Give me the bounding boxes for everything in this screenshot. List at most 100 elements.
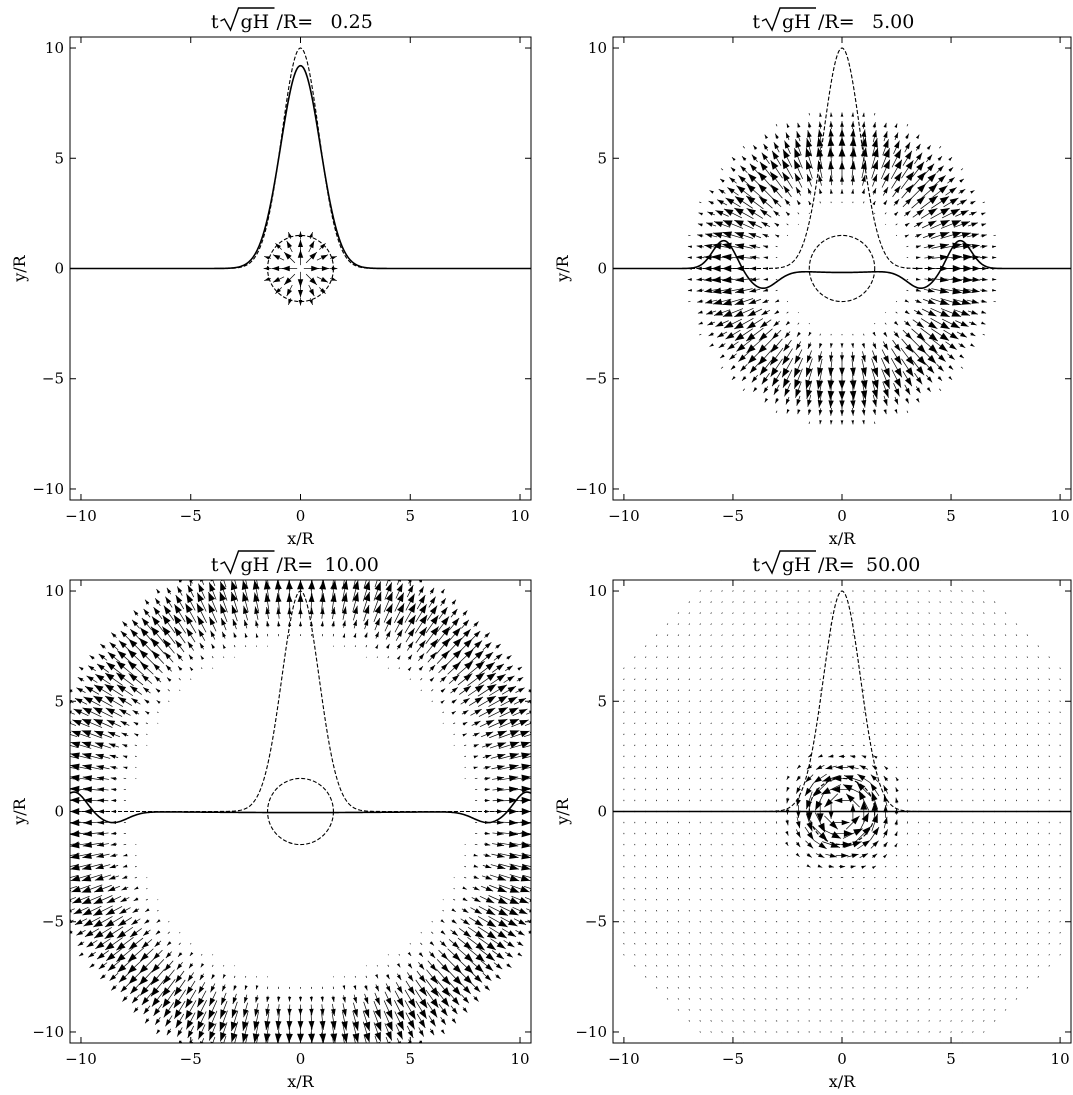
field-arrowhead: [330, 1044, 337, 1053]
field-arrowhead: [130, 629, 138, 638]
field-arrowhead: [509, 719, 520, 726]
field-arrowhead: [894, 123, 898, 128]
field-arrowhead: [429, 587, 435, 594]
field-arrowhead: [698, 212, 703, 216]
field-arrowhead: [496, 809, 504, 814]
field-arrowhead: [277, 621, 281, 627]
field-arrow: [743, 876, 745, 879]
field-arrowhead: [797, 764, 802, 769]
field-arrowhead: [452, 674, 460, 682]
field-arrowhead: [263, 266, 270, 271]
field-arrow: [939, 623, 941, 625]
field-arrow: [634, 700, 636, 703]
field-arrow: [699, 921, 701, 923]
field-arrow: [906, 932, 909, 934]
field-arrow: [1059, 689, 1061, 691]
field-arrow: [786, 678, 789, 680]
field-arrowhead: [474, 964, 484, 973]
field-arrow: [775, 965, 778, 967]
field-arrow: [917, 656, 920, 658]
field-arrowhead: [462, 610, 468, 616]
field-arrow: [939, 744, 941, 747]
field-arrowhead: [165, 1019, 172, 1027]
field-arrowhead: [760, 321, 768, 328]
field-arrowhead: [852, 841, 862, 848]
field-arrowhead: [992, 288, 997, 292]
field-arrowhead: [123, 853, 128, 857]
field-arrowhead: [70, 774, 80, 782]
field-arrow: [1048, 898, 1050, 901]
field-arrowhead: [530, 753, 531, 755]
field-arrowhead: [83, 797, 92, 804]
field-arrowhead: [749, 244, 757, 249]
field-arrowhead: [286, 1044, 293, 1053]
field-arrowhead: [396, 629, 403, 637]
field-arrowhead: [97, 820, 105, 825]
field-arrow: [775, 700, 778, 702]
field-arrowhead: [785, 830, 789, 836]
field-arrowhead: [187, 584, 194, 593]
field-arrow: [699, 656, 701, 658]
field-arrowhead: [71, 730, 81, 738]
field-arrowhead: [271, 265, 280, 272]
field-arrowhead: [872, 130, 877, 138]
field-arrowhead: [697, 223, 703, 227]
field-arrow: [1026, 954, 1029, 956]
field-arrowhead: [971, 243, 980, 250]
field-arrowhead: [698, 321, 703, 325]
field-arrowhead: [331, 266, 338, 271]
field-arrowhead: [288, 996, 292, 1002]
field-arrowhead: [70, 741, 81, 749]
field-arrowhead: [451, 1007, 458, 1015]
field-arrowhead: [840, 864, 846, 869]
field-arrowhead: [174, 1009, 182, 1019]
field-arrow: [939, 656, 941, 658]
field-arrowhead: [763, 143, 769, 150]
field-arrowhead: [132, 619, 139, 627]
field-arrowhead: [706, 310, 713, 315]
field-arrowhead: [508, 775, 519, 782]
field-arrowhead: [850, 755, 856, 759]
field-arrow: [1048, 909, 1050, 912]
field-arrow: [666, 987, 669, 989]
field-arrowhead: [971, 233, 979, 238]
field-arrow: [993, 1009, 996, 1011]
field-arrowhead: [473, 744, 479, 748]
title-value: 10.00: [325, 554, 379, 576]
field-arrow: [983, 678, 985, 680]
field-arrow: [906, 899, 909, 901]
field-arrow: [764, 689, 767, 691]
field-arrowhead: [308, 288, 315, 297]
field-arrowhead: [140, 627, 149, 637]
y-tick-label: 5: [597, 149, 607, 167]
field-arrowhead: [74, 919, 83, 925]
field-arrow: [775, 289, 778, 292]
field-arrowhead: [484, 985, 490, 991]
field-arrowhead: [518, 698, 527, 704]
field-arrowhead: [962, 276, 973, 283]
field-arrowhead: [485, 754, 492, 759]
field-arrow: [819, 744, 822, 746]
field-arrowhead: [244, 985, 248, 990]
field-arrow: [917, 943, 920, 945]
field-arrowhead: [396, 997, 404, 1008]
field-arrow: [950, 976, 952, 978]
field-arrowhead: [127, 649, 137, 659]
field-arrowhead: [167, 941, 172, 946]
field-arrow: [1004, 700, 1007, 703]
field-arrowhead: [770, 356, 779, 366]
field-arrowhead: [155, 598, 161, 605]
field-arrowhead: [938, 354, 946, 362]
field-arrowhead: [894, 355, 902, 365]
field-arrow: [200, 953, 203, 956]
field-arrowhead: [84, 930, 94, 937]
field-arrowhead: [221, 618, 227, 626]
field-arrowhead: [959, 189, 966, 194]
field-arrowhead: [521, 785, 531, 793]
field-arrow: [523, 885, 531, 890]
x-axis-label: x/R: [287, 529, 314, 548]
field-arrow: [983, 711, 985, 714]
field-arrowhead: [507, 930, 517, 937]
field-arrow: [732, 623, 734, 625]
field-arrow: [1015, 689, 1018, 691]
